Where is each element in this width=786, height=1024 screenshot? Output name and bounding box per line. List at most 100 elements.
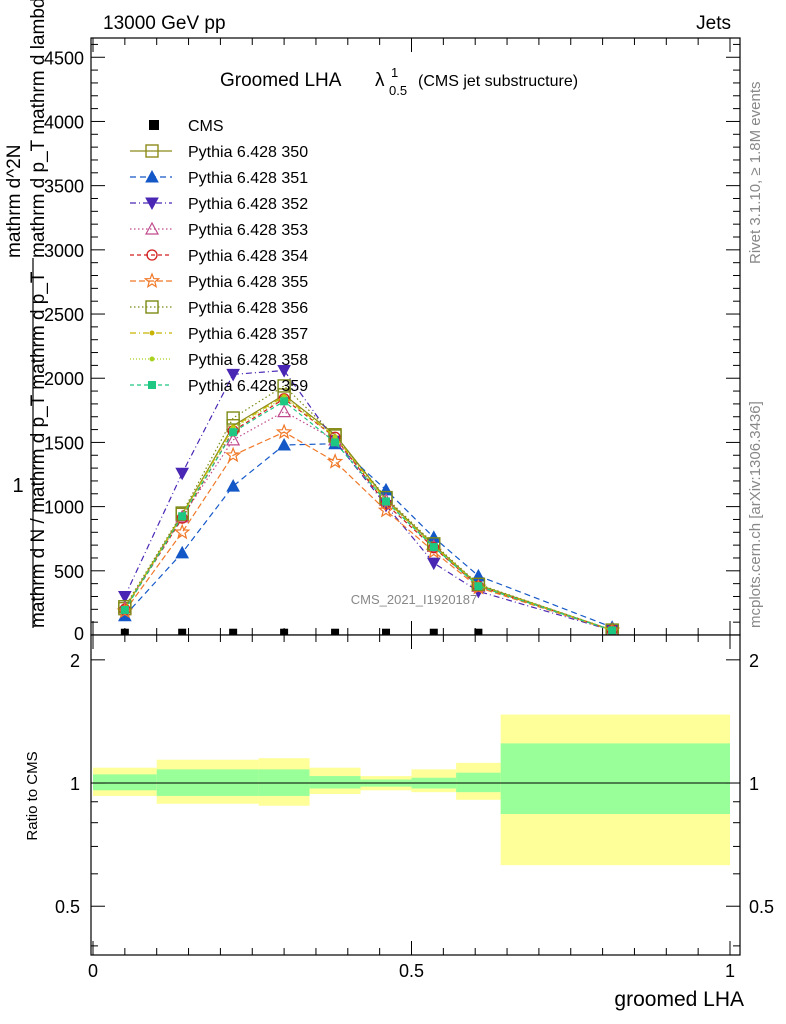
header-jets-label: Jets <box>696 13 731 34</box>
cms-data-point <box>280 628 289 637</box>
y-tick-label-zero: 0 <box>74 624 84 644</box>
y-tick-label: 4000 <box>44 112 84 132</box>
series-line <box>124 369 613 632</box>
legend-label: Pythia 6.428 355 <box>188 274 308 291</box>
title-note: (CMS jet substructure) <box>418 73 578 90</box>
legend-label: Pythia 6.428 357 <box>188 326 308 343</box>
series-point <box>277 379 291 393</box>
legend-marker <box>146 249 158 261</box>
series-point <box>116 602 134 619</box>
series-line <box>124 400 613 631</box>
ratio-tick-label-left: 2 <box>70 651 80 671</box>
legend-label: Pythia 6.428 359 <box>188 378 308 395</box>
series-point <box>277 437 291 451</box>
series-point <box>118 608 132 622</box>
ratio-tick-labels: 0.5 0.5 1 1 2 2 <box>55 651 774 917</box>
series-point <box>118 590 132 604</box>
series-point <box>377 501 395 518</box>
cms-data-point <box>474 628 483 637</box>
series-6 <box>116 423 621 638</box>
series-point <box>229 428 238 437</box>
title-main: Groomed LHA <box>220 70 342 91</box>
y-tick-label: 3500 <box>44 177 84 197</box>
series-point <box>608 626 617 635</box>
cms-data-point <box>120 628 129 637</box>
legend-label: Pythia 6.428 352 <box>188 196 308 213</box>
ratio-tick-label-left: 0.5 <box>55 897 80 917</box>
legend-marker <box>149 330 155 336</box>
ratio-plot-frame <box>90 634 741 956</box>
series-point <box>382 497 391 506</box>
legend-marker <box>145 144 159 158</box>
series-point <box>175 545 190 559</box>
ratio-y-axis-label: Ratio to CMS <box>24 751 41 840</box>
ratio-plot-panel: 0.5 0.5 1 1 2 2 <box>55 634 774 956</box>
watermark-analysis-id: CMS_2021_I1920187 <box>351 592 478 607</box>
legend-label: Pythia 6.428 351 <box>188 170 308 187</box>
y-axis-label-denominator: mathrm d N / mathrm d p_T mathrm d p_T <box>28 271 49 628</box>
y-tick-label: 4500 <box>44 48 84 68</box>
series-point <box>277 365 291 378</box>
legend-marker <box>148 381 156 389</box>
y-tick-label: 500 <box>54 562 84 582</box>
legend-marker <box>144 221 160 235</box>
series-point <box>173 523 191 540</box>
series-point <box>429 543 438 552</box>
cms-data-point <box>331 628 340 637</box>
y-axis-label-numerator-sub: mathrm d^2N <box>4 145 25 258</box>
series-point <box>175 467 190 481</box>
ratio-band-green <box>309 776 361 789</box>
series-point <box>280 397 289 406</box>
ratio-tick-label-right: 1 <box>749 774 759 794</box>
y-tick-label: 2500 <box>44 305 84 325</box>
x-tick-label: 0.5 <box>399 961 424 981</box>
x-tick-labels: 0 0.5 1 <box>88 961 735 981</box>
legend-label: Pythia 6.428 354 <box>188 248 308 265</box>
rivet-version-label: Rivet 3.1.10, ≥ 1.8M events <box>747 82 764 265</box>
cms-data-point <box>429 628 438 637</box>
legend-marker <box>149 356 155 362</box>
cms-data-point <box>382 628 391 637</box>
title-symbol: λ <box>375 70 385 91</box>
series-point <box>224 446 242 463</box>
legend-label: Pythia 6.428 350 <box>188 144 308 161</box>
legend-label: Pythia 6.428 356 <box>188 300 308 317</box>
series-point <box>331 438 340 447</box>
mcplots-label: mcplots.cern.ch [arXiv:1306.3436] <box>747 401 764 628</box>
series-layer <box>116 365 621 638</box>
ratio-tick-label-right: 0.5 <box>749 897 774 917</box>
legend-label: Pythia 6.428 353 <box>188 222 308 239</box>
series-point <box>120 605 129 614</box>
series-point <box>326 453 344 469</box>
x-tick-label: 1 <box>725 961 735 981</box>
main-y-tick-labels: 500 1000 1500 2000 2500 3000 3500 4000 4500 <box>44 48 84 582</box>
main-plot-panel: 500 1000 1500 2000 2500 3000 3500 4000 4500 0 CM… <box>44 37 741 644</box>
series-point <box>426 557 441 571</box>
x-tick-label: 0 <box>88 961 98 981</box>
series-point <box>474 582 483 591</box>
cms-data-layer <box>120 628 483 637</box>
series-point <box>178 512 187 521</box>
series-line <box>124 396 613 631</box>
y-tick-label: 1500 <box>44 433 84 453</box>
header-process-label: 13000 GeV pp <box>103 13 226 34</box>
series-point <box>226 479 240 492</box>
legend-marker <box>143 272 161 289</box>
legend-cms-label: CMS <box>188 118 224 135</box>
series-point <box>226 411 240 425</box>
cms-data-point <box>178 628 187 637</box>
title-superscript: 1 <box>391 65 398 80</box>
ratio-band-green <box>456 772 501 793</box>
series-point <box>226 368 240 382</box>
series-point <box>277 404 292 418</box>
legend: CMS Pythia 6.428 350 Pythia 6.428 351 Pythi… <box>130 118 308 395</box>
legend-label: Pythia 6.428 358 <box>188 352 308 369</box>
ratio-tick-label-left: 1 <box>70 774 80 794</box>
y-tick-label: 3000 <box>44 241 84 261</box>
y-axis-label-denominator-sub: mathrm d p_T mathrm d lambda <box>28 0 49 258</box>
series-point <box>226 432 241 446</box>
series-point <box>471 577 486 591</box>
title-subscript: 0.5 <box>389 83 407 98</box>
plot-title: Groomed LHA λ 1 0.5 (CMS jet substructur… <box>220 65 578 98</box>
y-tick-label: 1000 <box>44 498 84 518</box>
